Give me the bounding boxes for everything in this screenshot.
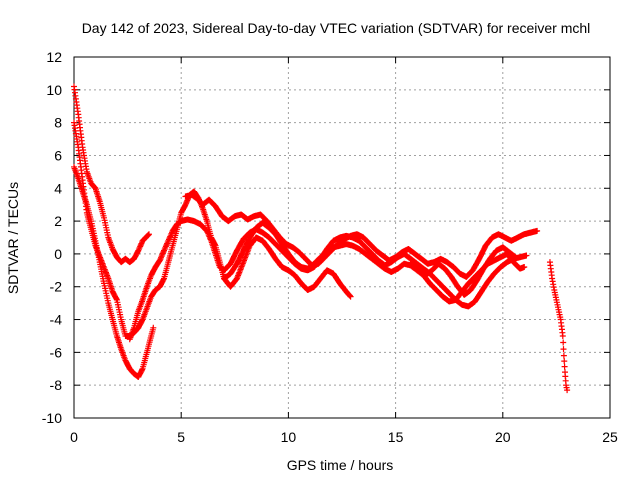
x-tick-label: 20 bbox=[495, 429, 511, 445]
y-tick-label: -8 bbox=[50, 377, 63, 393]
y-tick-label: -4 bbox=[50, 312, 63, 328]
y-tick-label: -2 bbox=[50, 279, 63, 295]
y-tick-label: 6 bbox=[54, 147, 62, 163]
y-tick-label: 2 bbox=[54, 213, 62, 229]
series-track-3 bbox=[71, 163, 157, 380]
data-point-cluster bbox=[71, 86, 152, 266]
x-tick-label: 15 bbox=[388, 429, 404, 445]
y-tick-label: 10 bbox=[46, 82, 62, 98]
data-point bbox=[561, 358, 568, 365]
x-axis-label: GPS time / hours bbox=[287, 457, 394, 473]
y-tick-label: 0 bbox=[54, 246, 62, 262]
y-tick-label: 4 bbox=[54, 180, 62, 196]
data-point-cluster bbox=[127, 216, 530, 341]
x-tick-label: 10 bbox=[281, 429, 297, 445]
y-tick-label: -6 bbox=[50, 344, 63, 360]
chart-title: Day 142 of 2023, Sidereal Day-to-day VTE… bbox=[82, 20, 591, 36]
series-track-7 bbox=[409, 244, 519, 298]
y-tick-label: 8 bbox=[54, 115, 62, 131]
y-axis-label: SDTVAR / TECUs bbox=[5, 182, 21, 294]
plot-frame bbox=[73, 56, 611, 419]
x-tick-label: 0 bbox=[70, 429, 78, 445]
series-track-8 bbox=[546, 259, 571, 394]
x-tick-label: 5 bbox=[177, 429, 185, 445]
series-track-1 bbox=[71, 83, 152, 266]
grid bbox=[74, 57, 610, 418]
data-point-cluster bbox=[410, 244, 519, 298]
data-point-cluster bbox=[547, 262, 571, 394]
data-point-cluster bbox=[71, 122, 354, 339]
data-point-cluster bbox=[183, 191, 541, 280]
series-track-4 bbox=[126, 216, 530, 343]
series-track-2 bbox=[71, 119, 354, 339]
y-tick-label: 12 bbox=[46, 49, 62, 65]
axis-ticks: 0 5 10 15 20 25 -10 -8 -6 -4 -2 0 2 4 6 8 10 12 bbox=[42, 49, 618, 445]
data-point-cluster bbox=[71, 165, 157, 380]
y-tick-label: -10 bbox=[42, 410, 62, 426]
x-tick-label: 25 bbox=[602, 429, 618, 445]
data-marks bbox=[71, 83, 571, 394]
